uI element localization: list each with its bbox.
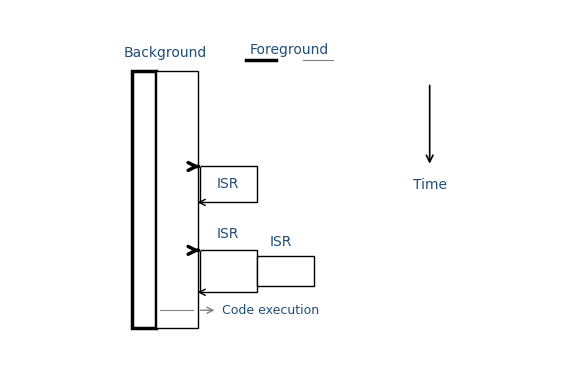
Text: ISR: ISR — [270, 235, 292, 249]
Bar — [200, 166, 257, 202]
Text: Code execution: Code execution — [221, 304, 319, 317]
Text: ISR: ISR — [217, 177, 240, 191]
Bar — [257, 256, 314, 286]
Text: Time: Time — [412, 179, 447, 193]
Text: Foreground: Foreground — [250, 43, 329, 57]
Bar — [200, 251, 257, 292]
Text: Background: Background — [123, 46, 206, 60]
Bar — [156, 71, 198, 328]
Bar — [132, 71, 156, 328]
Text: ISR: ISR — [217, 228, 240, 241]
